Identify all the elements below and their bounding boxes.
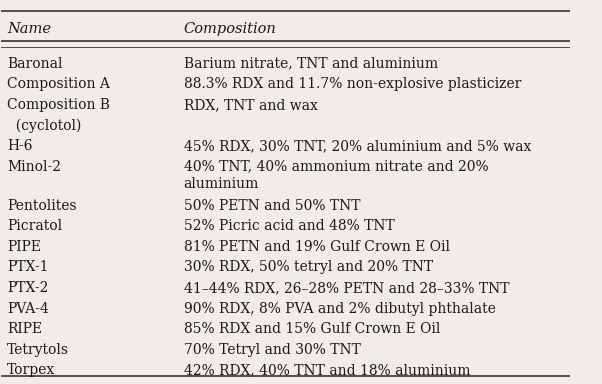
Text: 90% RDX, 8% PVA and 2% dibutyl phthalate: 90% RDX, 8% PVA and 2% dibutyl phthalate <box>184 302 495 316</box>
Text: PTX-2: PTX-2 <box>7 281 48 295</box>
Text: Minol-2: Minol-2 <box>7 160 61 174</box>
Text: 88.3% RDX and 11.7% non-explosive plasticizer: 88.3% RDX and 11.7% non-explosive plasti… <box>184 77 521 91</box>
Text: Picratol: Picratol <box>7 219 62 233</box>
Text: 41–44% RDX, 26–28% PETN and 28–33% TNT: 41–44% RDX, 26–28% PETN and 28–33% TNT <box>184 281 509 295</box>
Text: 30% RDX, 50% tetryl and 20% TNT: 30% RDX, 50% tetryl and 20% TNT <box>184 260 433 275</box>
Text: Pentolites: Pentolites <box>7 199 76 213</box>
Text: RDX, TNT and wax: RDX, TNT and wax <box>184 98 317 112</box>
Text: Name: Name <box>7 22 51 36</box>
Text: PVA-4: PVA-4 <box>7 302 49 316</box>
Text: 45% RDX, 30% TNT, 20% aluminium and 5% wax: 45% RDX, 30% TNT, 20% aluminium and 5% w… <box>184 139 531 153</box>
Text: 52% Picric acid and 48% TNT: 52% Picric acid and 48% TNT <box>184 219 394 233</box>
Text: 85% RDX and 15% Gulf Crown E Oil: 85% RDX and 15% Gulf Crown E Oil <box>184 322 440 336</box>
Text: aluminium: aluminium <box>184 177 259 191</box>
Text: 81% PETN and 19% Gulf Crown E Oil: 81% PETN and 19% Gulf Crown E Oil <box>184 240 450 254</box>
Text: Composition B: Composition B <box>7 98 110 112</box>
Text: PTX-1: PTX-1 <box>7 260 49 275</box>
Text: 70% Tetryl and 30% TNT: 70% Tetryl and 30% TNT <box>184 343 361 357</box>
Text: (cyclotol): (cyclotol) <box>7 118 81 133</box>
Text: PIPE: PIPE <box>7 240 41 254</box>
Text: Composition A: Composition A <box>7 77 110 91</box>
Text: 40% TNT, 40% ammonium nitrate and 20%: 40% TNT, 40% ammonium nitrate and 20% <box>184 160 488 174</box>
Text: RIPE: RIPE <box>7 322 42 336</box>
Text: Barium nitrate, TNT and aluminium: Barium nitrate, TNT and aluminium <box>184 57 438 71</box>
Text: 50% PETN and 50% TNT: 50% PETN and 50% TNT <box>184 199 360 213</box>
Text: Torpex: Torpex <box>7 363 55 377</box>
Text: Tetrytols: Tetrytols <box>7 343 69 357</box>
Text: H-6: H-6 <box>7 139 33 153</box>
Text: Baronal: Baronal <box>7 57 63 71</box>
Text: 42% RDX, 40% TNT and 18% aluminium: 42% RDX, 40% TNT and 18% aluminium <box>184 363 470 377</box>
Text: Composition: Composition <box>184 22 276 36</box>
